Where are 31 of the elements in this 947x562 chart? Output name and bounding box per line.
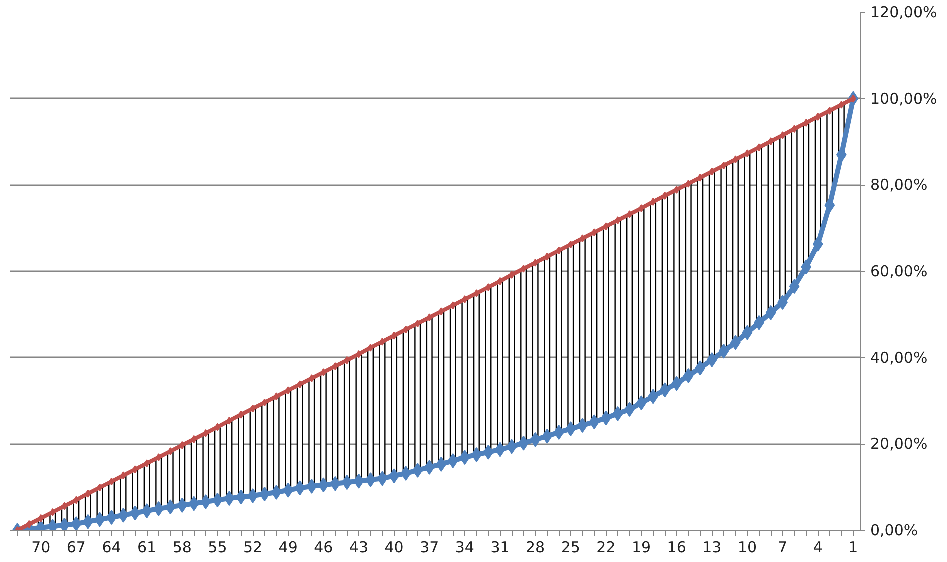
x-tick-label: 1 [848, 538, 858, 556]
x-tick-label: 37 [420, 538, 440, 556]
x-tick-label: 13 [702, 538, 722, 556]
y-tick-label: 40,00% [870, 348, 928, 367]
x-tick-label: 31 [490, 538, 510, 556]
x-tick-label: 22 [596, 538, 616, 556]
y-tick-label: 60,00% [870, 262, 928, 280]
x-tick-label: 19 [632, 538, 652, 556]
x-tick-label: 43 [349, 538, 369, 556]
x-tick-label: 52 [243, 538, 263, 556]
y-tick-label: 120,00% [870, 4, 938, 22]
x-tick-label: 58 [172, 538, 192, 556]
y-tick-label: 0,00% [870, 522, 918, 540]
x-tick-label: 28 [526, 538, 546, 556]
x-tick-label: 49 [278, 538, 298, 556]
x-tick-label: 64 [102, 538, 122, 556]
x-tick-label: 67 [66, 538, 86, 556]
y-tick-label: 100,00% [870, 90, 938, 108]
x-tick-label: 25 [561, 538, 580, 556]
y-tick-label: 20,00% [870, 435, 928, 454]
x-tick-label: 46 [314, 538, 334, 556]
x-tick-label: 16 [667, 538, 686, 556]
x-tick-label: 7 [778, 538, 788, 556]
x-tick-label: 4 [813, 538, 823, 556]
x-tick-label: 34 [455, 538, 474, 556]
x-tick-label: 40 [384, 538, 404, 556]
x-tick-label: 70 [32, 538, 51, 556]
y-tick-label: 80,00% [870, 176, 928, 194]
x-tick-label: 10 [738, 538, 758, 556]
x-tick-label: 61 [138, 538, 157, 556]
x-tick-label: 55 [208, 538, 228, 556]
